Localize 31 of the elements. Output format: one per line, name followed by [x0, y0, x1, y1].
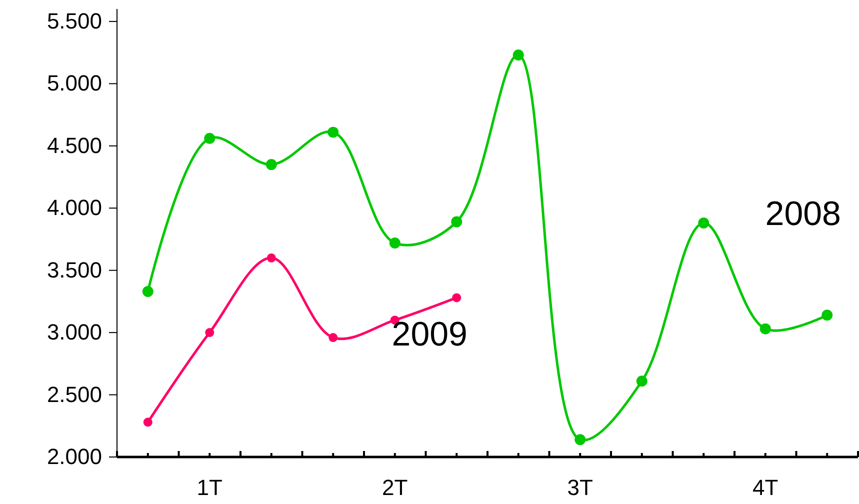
- point: [760, 323, 771, 334]
- x-tick-label: 2T: [382, 475, 408, 500]
- point: [205, 328, 214, 338]
- point: [512, 50, 524, 61]
- point: [822, 310, 833, 321]
- point: [143, 418, 152, 427]
- point: [266, 253, 276, 262]
- point: [204, 132, 216, 144]
- x-tick-label: 1T: [196, 475, 222, 500]
- point: [328, 333, 338, 342]
- y-tick-label: 2.000: [46, 444, 102, 470]
- point: [636, 376, 648, 387]
- series-label: 2009: [392, 316, 468, 354]
- point: [389, 237, 400, 248]
- y-tick-label: 4.000: [46, 195, 102, 220]
- y-tick-label: 3.500: [46, 257, 102, 282]
- y-tick-label: 5.500: [46, 8, 102, 34]
- y-tick-label: 5.000: [46, 70, 102, 96]
- point: [452, 293, 462, 302]
- point: [574, 434, 586, 446]
- y-tick-label: 3.000: [46, 320, 102, 345]
- series-label: 2008: [765, 195, 841, 234]
- point: [451, 216, 462, 228]
- point: [328, 126, 339, 138]
- point: [142, 286, 154, 297]
- x-tick-label: 4T: [752, 475, 778, 500]
- y-tick-label: 2.500: [46, 382, 102, 407]
- point: [698, 218, 710, 229]
- y-tick-label: 4.500: [46, 132, 102, 158]
- x-tick-label: 3T: [567, 475, 593, 500]
- point: [266, 159, 277, 170]
